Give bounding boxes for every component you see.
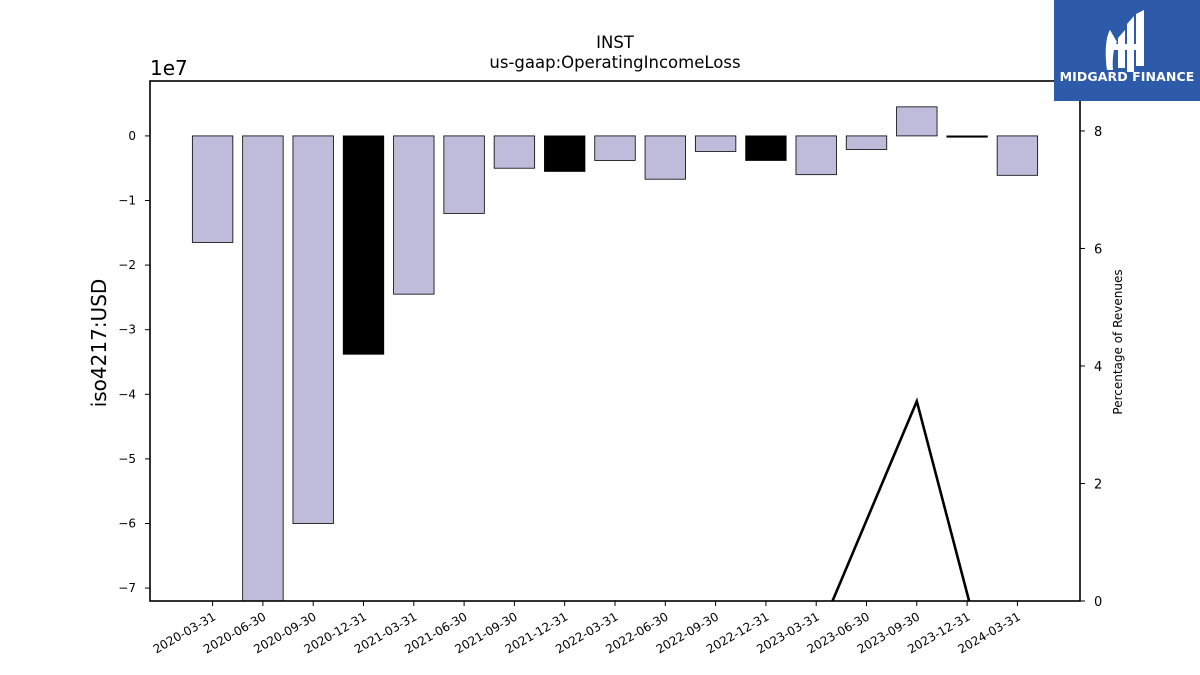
- logo-text: MIDGARD FINANCE: [1059, 69, 1195, 84]
- bar-2021-06-30: [443, 135, 485, 214]
- y-tick-label: −4: [118, 387, 136, 401]
- y-multiplier-label: 1e7: [150, 56, 188, 80]
- bar-2023-06-30: [845, 135, 888, 150]
- bar-2022-12-31: [745, 135, 787, 161]
- logo-mark-icon: [1105, 10, 1144, 72]
- bar-2021-12-31: [544, 135, 586, 172]
- bar-2020-03-31: [191, 135, 234, 243]
- y-axis-label: iso4217:USD: [87, 279, 111, 408]
- y2-axis-label: Percentage of Revenues: [1111, 269, 1125, 414]
- y2-tick-label: 0: [1094, 595, 1102, 610]
- bar-2022-03-31: [594, 135, 636, 161]
- bar-2020-06-30: [242, 135, 284, 602]
- y-tick-label: 0: [128, 129, 136, 143]
- bar-2023-12-31: [946, 135, 988, 138]
- bars-layer: [191, 106, 1039, 602]
- line-layer: [831, 397, 971, 602]
- bar-2022-09-30: [694, 135, 737, 152]
- y2-tick-label: 2: [1094, 477, 1102, 492]
- bar-2023-03-31: [795, 135, 837, 176]
- bar-2021-03-31: [393, 135, 435, 295]
- bar-2020-12-31: [342, 135, 385, 355]
- y2-tick-label: 6: [1094, 242, 1102, 257]
- bar-2024-03-31: [996, 135, 1039, 176]
- y-tick-label: −6: [118, 516, 136, 530]
- bar-2020-09-30: [292, 135, 334, 524]
- bar-2021-09-30: [493, 135, 536, 169]
- y-tick-label: −5: [118, 452, 136, 466]
- brand-logo: MIDGARD FINANCE: [1054, 0, 1200, 101]
- chart-subtitle: us-gaap:OperatingIncomeLoss: [489, 53, 740, 72]
- percentage-line: [831, 397, 971, 602]
- y-tick-label: −2: [118, 258, 136, 272]
- y2-tick-label: 4: [1094, 360, 1102, 375]
- chart-title: INST: [596, 33, 635, 52]
- plot-frame: [149, 80, 1081, 602]
- y2-tick-label: 8: [1094, 125, 1102, 140]
- bar-2023-09-30: [896, 106, 938, 137]
- y-tick-label: −7: [118, 581, 136, 595]
- bar-2022-06-30: [644, 135, 686, 180]
- y-tick-label: −3: [118, 323, 136, 337]
- y-tick-label: −1: [118, 194, 136, 208]
